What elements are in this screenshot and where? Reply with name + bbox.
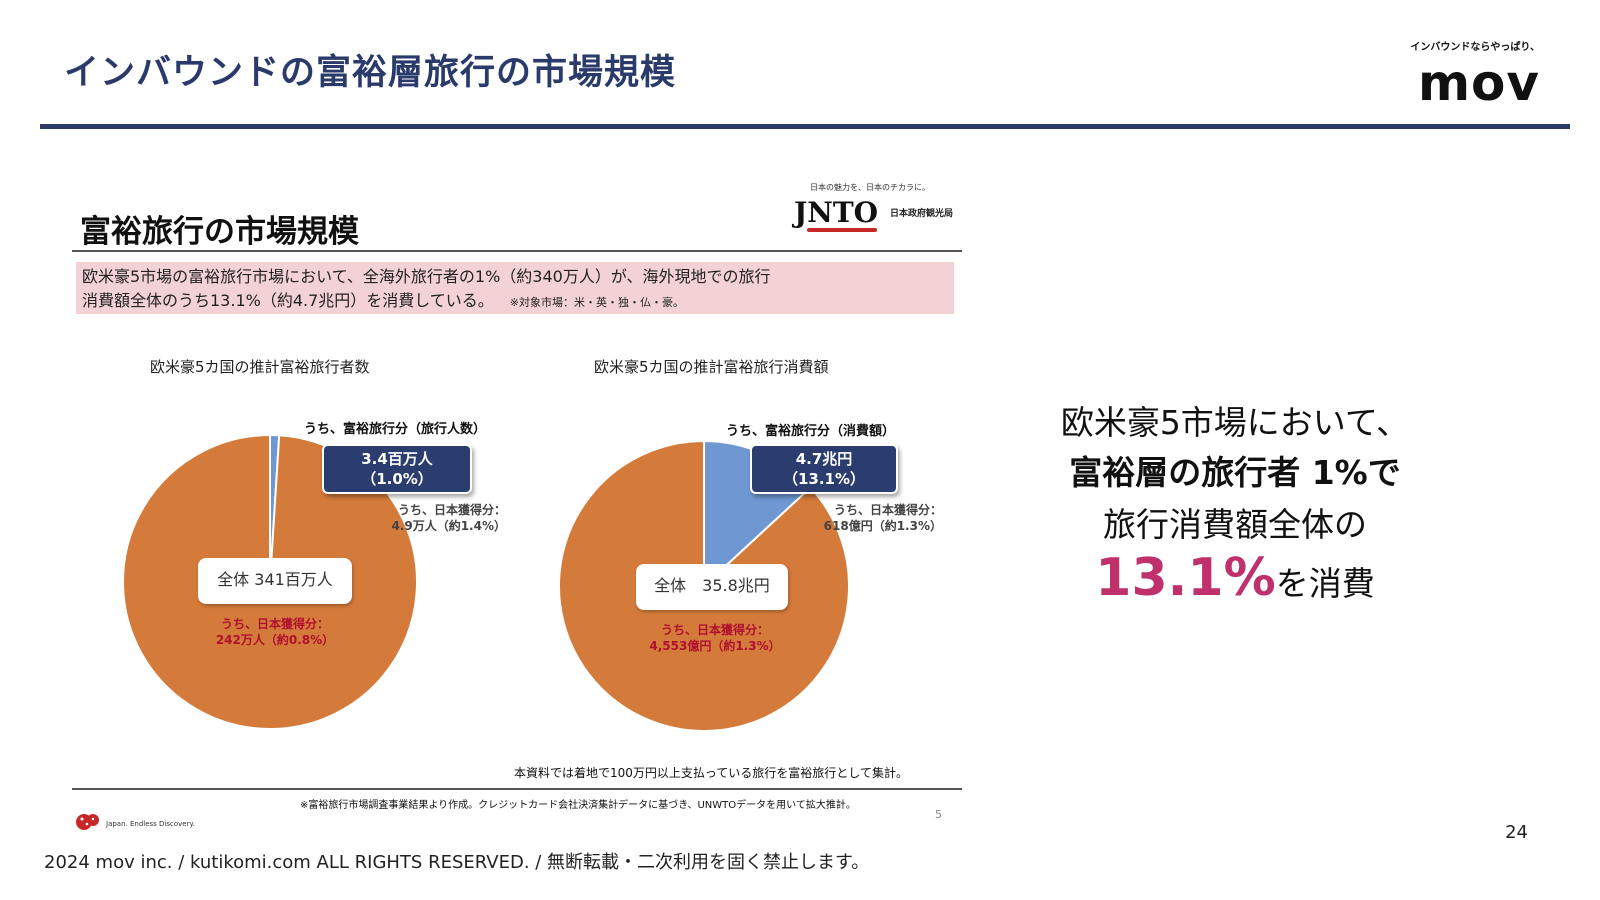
pie-left-sub-label-1: うち、日本獲得分： bbox=[397, 503, 506, 517]
message-line-1: 欧米豪5市場において、 bbox=[1060, 403, 1410, 442]
summary-box: 欧米豪5市場の富裕旅行市場において、全海外旅行者の1%（約340万人）が、海外現… bbox=[76, 262, 954, 314]
pie-left-sub-label-2: 4.9万人（約1.4%） bbox=[391, 519, 506, 533]
pie-right-japan-label-2: 4,553億円（約1.3%） bbox=[649, 639, 781, 653]
jnto-agency: 日本政府観光局 bbox=[890, 209, 954, 219]
pie-right-sub-label-2: 618億円（約1.3%） bbox=[823, 519, 942, 533]
pie-right-callout-head: うち、富裕旅行分（消費額） bbox=[726, 424, 896, 439]
message-line-4: 13.1%を消費 bbox=[1040, 548, 1430, 608]
summary-line-2: 消費額全体のうち13.1%（約4.7兆円）を消費している。 bbox=[82, 291, 494, 310]
pie-left-sub-label: うち、日本獲得分： 4.9万人（約1.4%） bbox=[370, 502, 506, 534]
pie-left-callout: 3.4百万人 （1.0%） bbox=[322, 444, 472, 494]
message-highlight-percent: 13.1% bbox=[1095, 548, 1276, 608]
pie-left-caption: 欧米豪5カ国の推計富裕旅行者数 bbox=[150, 358, 370, 376]
embedded-bottom-divider bbox=[72, 788, 962, 790]
embedded-title: 富裕旅行の市場規模 bbox=[80, 214, 359, 250]
embedded-divider bbox=[72, 250, 962, 252]
pie-left-japan-label-1: うち、日本獲得分： bbox=[220, 617, 329, 631]
pie-left-japan-label: うち、日本獲得分： 242万人（約0.8%） bbox=[200, 616, 350, 648]
method-note: 本資料では着地で100万円以上支払っている旅行を富裕旅行として集計。 bbox=[514, 766, 908, 780]
footer-copyright: 2024 mov inc. / kutikomi.com ALL RIGHTS … bbox=[44, 852, 870, 873]
mov-logo: mov bbox=[1417, 54, 1540, 112]
message-line-4-suffix: を消費 bbox=[1275, 564, 1375, 603]
pie-right-japan-label-1: うち、日本獲得分： bbox=[660, 623, 769, 637]
pie-right-sub-label: うち、日本獲得分： 618億円（約1.3%） bbox=[806, 502, 942, 534]
pie-right-sub-label-1: うち、日本獲得分： bbox=[833, 503, 942, 517]
summary-line-1: 欧米豪5市場の富裕旅行市場において、全海外旅行者の1%（約340万人）が、海外現… bbox=[82, 267, 771, 286]
pie-left-japan-label-2: 242万人（約0.8%） bbox=[215, 633, 335, 647]
header-divider bbox=[40, 124, 1570, 129]
japan-cherry-blossom-logo-icon bbox=[76, 814, 99, 830]
pie-right-callout: 4.7兆円 （13.1%） bbox=[750, 444, 898, 494]
jnto-logo: JNTO bbox=[794, 196, 879, 229]
japan-logo-text: Japan. Endless Discovery. bbox=[106, 820, 195, 828]
logo-tagline: インバウンドならやっぱり、 bbox=[1410, 42, 1540, 53]
pie-left-total: 全体 341百万人 bbox=[198, 558, 352, 604]
message-line-2: 富裕層の旅行者 1%で bbox=[1069, 453, 1401, 492]
jnto-swoosh-icon bbox=[807, 228, 877, 232]
pie-right-caption: 欧米豪5カ国の推計富裕旅行消費額 bbox=[594, 358, 829, 376]
pie-left-callout-head: うち、富裕旅行分（旅行人数） bbox=[304, 422, 487, 437]
pie-right-japan-label: うち、日本獲得分： 4,553億円（約1.3%） bbox=[630, 622, 800, 654]
pie-right-callout-value: 4.7兆円 bbox=[795, 450, 853, 468]
summary-note: ※対象市場：米・英・独・仏・豪。 bbox=[509, 296, 685, 309]
embedded-jnto-slide: 富裕旅行の市場規模 日本の魅力を、日本のチカラに。 JNTO 日本政府観光局 欧… bbox=[70, 178, 990, 858]
pie-right-callout-percent: （13.1%） bbox=[782, 470, 866, 488]
pie-left-callout-percent: （1.0%） bbox=[361, 470, 433, 488]
message-line-3: 旅行消費額全体の bbox=[1103, 505, 1367, 544]
pie-right-slice-1 bbox=[558, 439, 850, 732]
page-number: 24 bbox=[1505, 822, 1528, 843]
page-title: インバウンドの富裕層旅行の市場規模 bbox=[64, 53, 677, 93]
jnto-tagline: 日本の魅力を、日本のチカラに。 bbox=[810, 183, 930, 192]
source-note: ※富裕旅行市場調査事業結果より作成。クレジットカード会社決済集計データに基づき、… bbox=[300, 800, 856, 811]
pie-left-callout-value: 3.4百万人 bbox=[361, 450, 433, 468]
pie-right-total: 全体 35.8兆円 bbox=[636, 564, 788, 610]
embedded-page-number: 5 bbox=[935, 808, 942, 821]
